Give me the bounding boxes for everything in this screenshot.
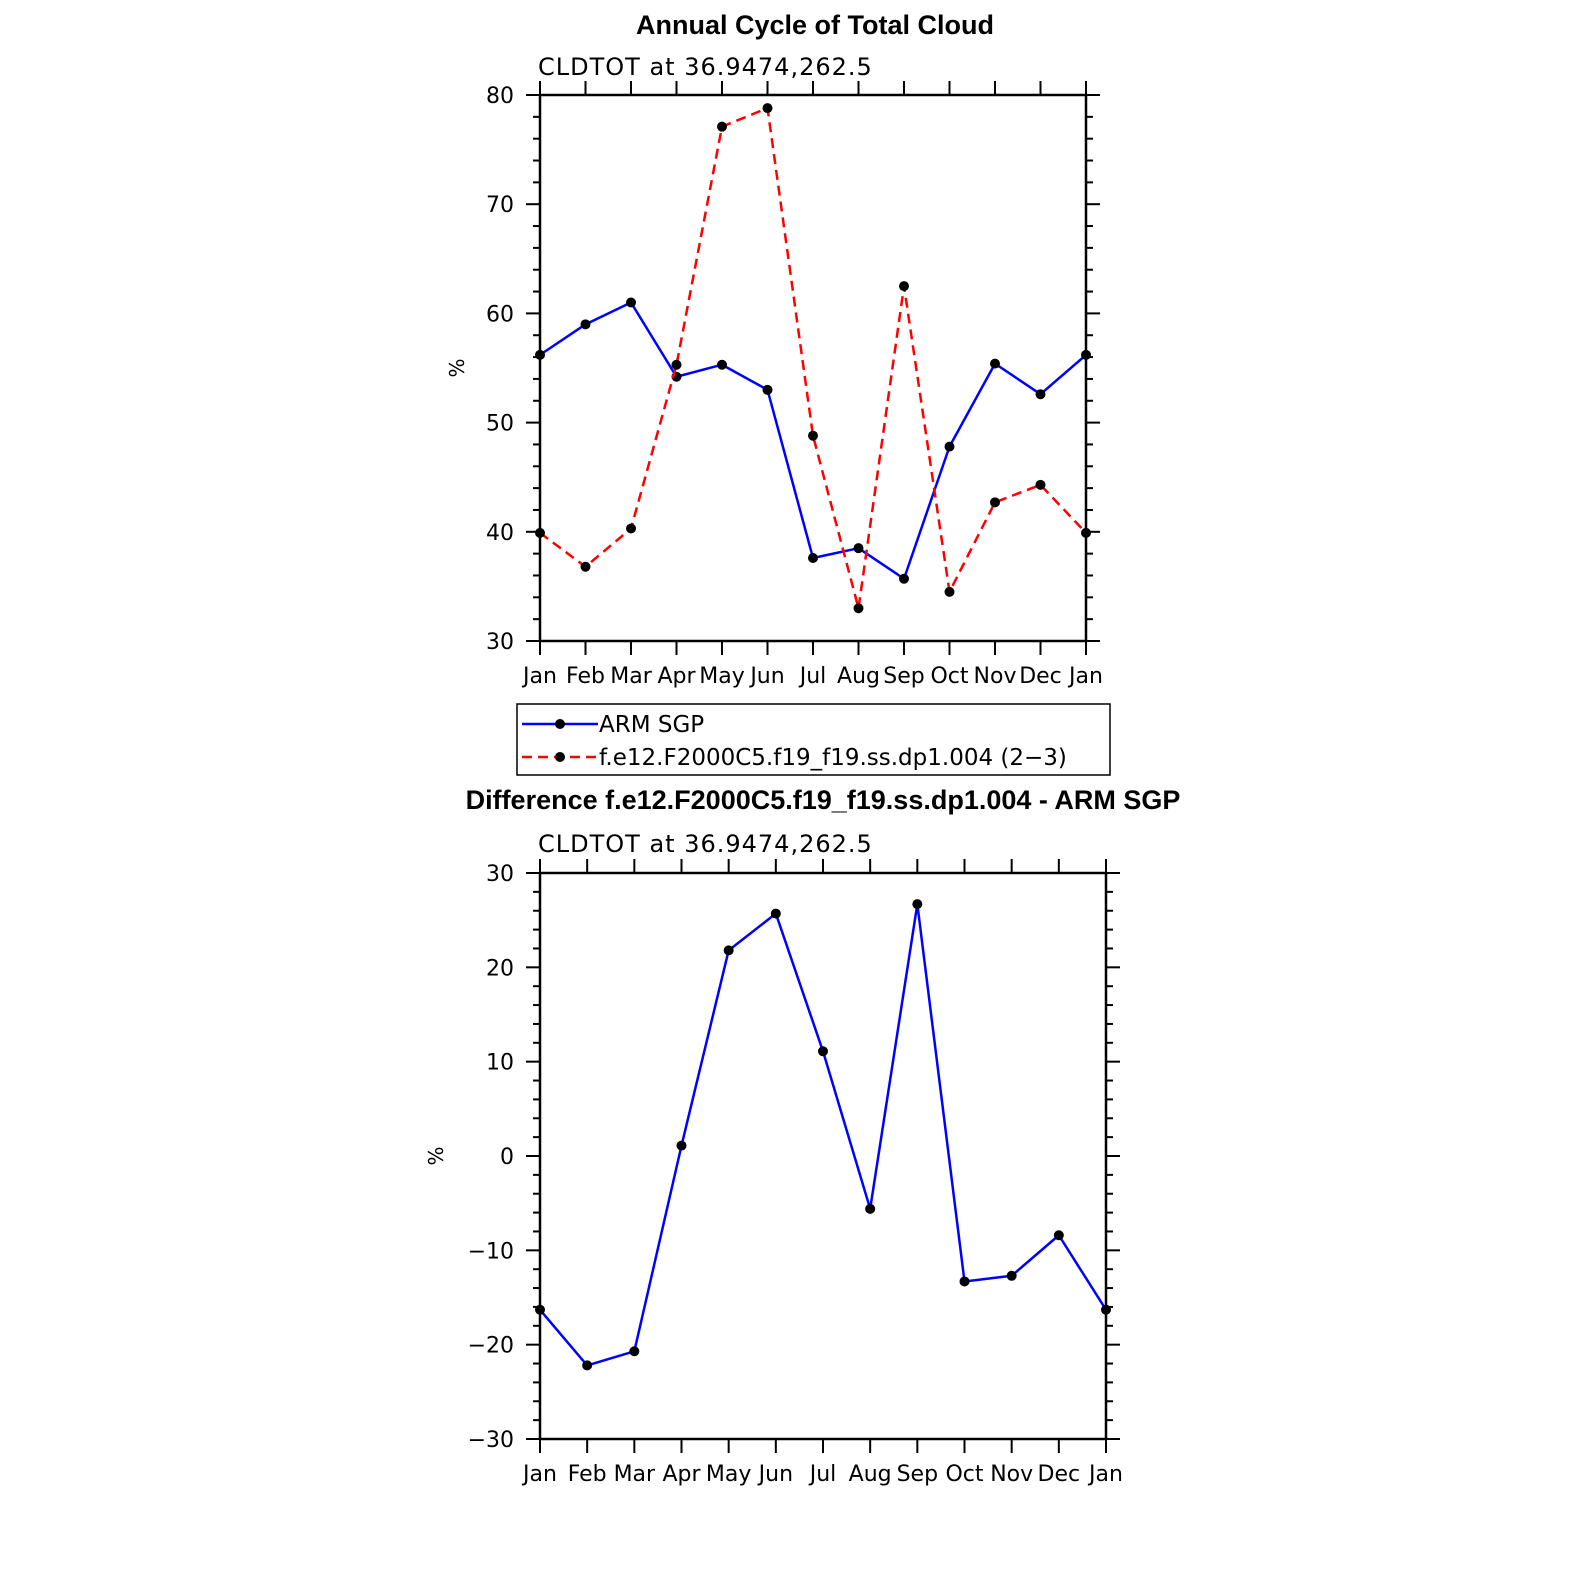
chart2-ytick-label: 10 xyxy=(486,1051,514,1076)
chart1-xtick-label: Jan xyxy=(521,664,557,689)
chart2-ytick-label: 20 xyxy=(486,956,514,981)
chart2-title: Difference f.e12.F2000C5.f19_f19.ss.dp1.… xyxy=(466,785,1181,815)
chart1-series-line-1 xyxy=(539,106,1087,610)
annual-cycle-chart: Annual Cycle of Total Cloud CLDTOT at 36… xyxy=(445,10,1111,776)
chart2-point xyxy=(912,899,923,910)
chart2-ytick-label: −10 xyxy=(468,1239,514,1264)
chart1-point xyxy=(580,561,591,572)
chart1-xtick-label: Jan xyxy=(1067,664,1103,689)
chart1-axes: 30 40 50 60 70 80 Jan Feb Mar Apr May Jun Jul Aug Sep O… xyxy=(486,81,1103,689)
chart2-point xyxy=(676,1140,687,1151)
chart1-point xyxy=(1035,479,1046,490)
chart2-xtick-label: Jan xyxy=(521,1462,557,1487)
chart2-ytick-label: −20 xyxy=(468,1334,514,1359)
chart1-point xyxy=(535,349,545,360)
chart1-xtick-label: Aug xyxy=(837,664,880,689)
legend-model-marker xyxy=(555,752,565,762)
chart1-ytick-label: 70 xyxy=(486,193,514,218)
difference-chart: Difference f.e12.F2000C5.f19_f19.ss.dp1.… xyxy=(424,785,1180,1487)
chart1-point xyxy=(853,543,864,554)
chart1-xtick-label: Jun xyxy=(748,664,784,689)
chart1-point xyxy=(535,527,545,538)
chart2-point xyxy=(959,1276,970,1287)
chart1-point xyxy=(990,497,1000,508)
chart1-point xyxy=(1081,349,1091,360)
chart1-xtick-label: Dec xyxy=(1019,664,1062,689)
legend-arm-sgp-label: ARM SGP xyxy=(599,712,704,738)
chart1-xtick-label: Apr xyxy=(657,664,696,689)
chart2-xtick-label: Oct xyxy=(945,1462,983,1487)
chart1-title: Annual Cycle of Total Cloud xyxy=(636,10,994,40)
chart1-ytick-label: 30 xyxy=(486,630,514,655)
chart2-xtick-label: Aug xyxy=(849,1462,892,1487)
chart2-plot-area xyxy=(535,899,1111,1371)
chart2-point xyxy=(1006,1270,1017,1281)
chart1-point xyxy=(580,319,591,330)
chart2-xtick-label: Mar xyxy=(614,1462,656,1487)
chart1-point xyxy=(808,553,818,564)
chart2-point xyxy=(1053,1230,1064,1241)
chart2-xtick-label: Nov xyxy=(990,1462,1033,1487)
chart1-point xyxy=(626,523,636,534)
chart2-series-line-0 xyxy=(539,902,1108,1367)
chart2-xtick-label: Feb xyxy=(568,1462,607,1487)
chart2-xtick-label: Jun xyxy=(757,1462,793,1487)
chart2-point xyxy=(770,908,781,919)
chart1-xtick-label: Mar xyxy=(610,664,652,689)
chart1-subtitle: CLDTOT at 36.9474,262.5 xyxy=(538,53,873,81)
chart2-ytick-label: −30 xyxy=(468,1428,514,1453)
chart2-xtick-label: Sep xyxy=(897,1462,938,1487)
chart1-xtick-label: Jul xyxy=(798,664,827,689)
chart1-point xyxy=(1081,527,1091,538)
chart2-xtick-label: Apr xyxy=(662,1462,701,1487)
chart1-ylabel: % xyxy=(445,358,469,377)
chart2-point xyxy=(582,1360,593,1371)
chart1-point xyxy=(762,103,773,114)
chart1-point xyxy=(944,441,955,452)
chart1-ytick-label: 40 xyxy=(486,521,514,546)
legend-box xyxy=(516,703,1111,776)
chart2-point xyxy=(629,1346,640,1357)
chart1-point xyxy=(990,358,1000,369)
chart1-point xyxy=(808,430,818,441)
chart1-point xyxy=(762,384,773,395)
chart2-xtick-label: Jan xyxy=(1087,1462,1123,1487)
chart2-xtick-label: Dec xyxy=(1038,1462,1081,1487)
chart1-xtick-label: Feb xyxy=(566,664,605,689)
chart2-ytick-label: 0 xyxy=(500,1145,514,1170)
chart1-legend: ARM SGP f.e12.F2000C5.f19_f19.ss.dp1.004… xyxy=(516,703,1111,776)
chart1-ytick-label: 50 xyxy=(486,412,514,437)
chart2-point xyxy=(865,1203,876,1214)
chart1-xtick-label: Nov xyxy=(974,664,1017,689)
chart1-ytick-label: 60 xyxy=(486,302,514,327)
chart2-ytick-label: 30 xyxy=(486,862,514,887)
chart1-ytick-label: 80 xyxy=(486,84,514,109)
chart2-subtitle: CLDTOT at 36.9474,262.5 xyxy=(538,830,873,858)
chart2-point xyxy=(535,1304,545,1315)
chart2-point xyxy=(723,945,734,956)
chart2-xtick-label: Jul xyxy=(808,1462,837,1487)
chart1-point xyxy=(853,603,864,614)
chart1-point xyxy=(717,121,727,132)
chart1-point xyxy=(717,359,727,370)
chart2-point xyxy=(818,1046,828,1057)
chart1-point xyxy=(1035,389,1046,400)
chart1-xtick-label: May xyxy=(699,664,744,689)
chart2-ylabel: % xyxy=(424,1146,448,1165)
legend-model-label: f.e12.F2000C5.f19_f19.ss.dp1.004 (2−3) xyxy=(599,745,1067,771)
chart2-point xyxy=(1101,1304,1111,1315)
chart1-xtick-label: Sep xyxy=(883,664,924,689)
chart2-axes: −30 −20 −10 0 10 20 30 Jan Feb Mar Apr May Jun Jul Aug… xyxy=(468,859,1123,1487)
chart1-point xyxy=(671,359,682,370)
chart1-point xyxy=(899,281,909,292)
chart1-point xyxy=(626,297,636,308)
chart1-point xyxy=(899,573,909,584)
chart2-xtick-label: May xyxy=(706,1462,751,1487)
chart1-xtick-label: Oct xyxy=(930,664,968,689)
chart1-point xyxy=(944,586,955,597)
legend-arm-sgp-marker xyxy=(555,719,565,729)
chart1-plot-area xyxy=(535,103,1091,614)
